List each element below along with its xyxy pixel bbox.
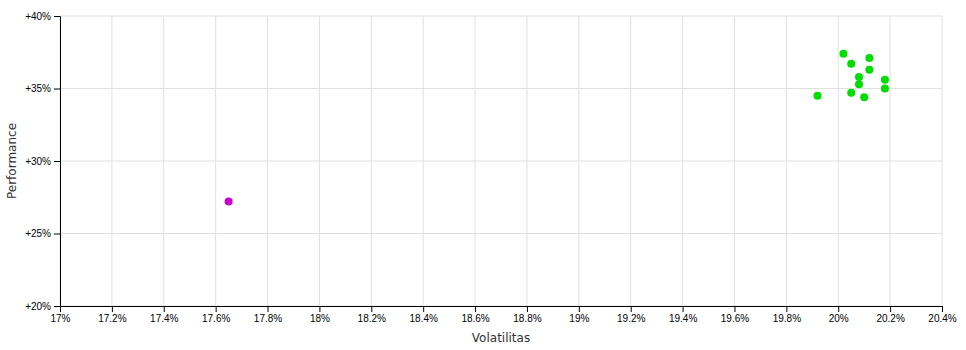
tick-label: 20% [829, 313, 849, 324]
grid [60, 16, 942, 306]
tick: 19.8% [773, 306, 801, 324]
point [225, 198, 233, 206]
point [860, 93, 868, 101]
point [865, 66, 873, 74]
tick: +20% [25, 301, 60, 312]
tick-mark [54, 234, 60, 235]
series [225, 198, 233, 206]
tick-label: 17.8% [254, 313, 282, 324]
tick-label: +20% [25, 301, 51, 312]
point [839, 50, 847, 58]
grid-line-y [60, 88, 942, 89]
tick-mark [112, 306, 113, 312]
tick: 18% [310, 306, 330, 324]
tick-label: 19.8% [773, 313, 801, 324]
tick: +30% [25, 156, 60, 167]
point [881, 76, 889, 84]
tick-mark [371, 306, 372, 312]
tick-label: +30% [25, 156, 51, 167]
tick: 17.8% [254, 306, 282, 324]
tick-mark [631, 306, 632, 312]
tick: 20% [829, 306, 849, 324]
grid-line-y [60, 161, 942, 162]
tick-mark [54, 306, 60, 307]
point [813, 92, 821, 100]
tick-label: 18.8% [513, 313, 541, 324]
point [847, 60, 855, 68]
tick-label: +25% [25, 228, 51, 239]
tick: +35% [25, 83, 60, 94]
tick-mark [527, 306, 528, 312]
tick: +40% [25, 11, 60, 22]
point [855, 80, 863, 88]
plot: 17% 17.2% 17.4% 17.6% 17.8% 18% 18.2% 18.4% 18.6… [25, 11, 957, 324]
tick-mark [54, 161, 60, 162]
tick: 19% [569, 306, 589, 324]
tick-label: 17% [50, 313, 70, 324]
tick: +25% [25, 228, 60, 239]
y-axis-title: Performance [5, 123, 19, 199]
tick-mark [579, 306, 580, 312]
tick-label: +35% [25, 83, 51, 94]
axis-line [61, 307, 943, 313]
points [225, 50, 889, 206]
tick-label: 18.4% [409, 313, 437, 324]
tick-label: 17.4% [150, 313, 178, 324]
tick-mark [164, 306, 165, 312]
grid-line-y [60, 233, 942, 234]
tick-mark [683, 306, 684, 312]
tick-label: 19% [569, 313, 589, 324]
tick: 19.4% [669, 306, 697, 324]
series [813, 50, 888, 101]
tick-label: 20.2% [876, 313, 904, 324]
grid-line-y [60, 16, 942, 17]
tick: 18.2% [358, 306, 386, 324]
tick: 18.8% [513, 306, 541, 324]
tick-mark [54, 89, 60, 90]
tick: 17% [50, 306, 70, 324]
tick-label: 17.6% [202, 313, 230, 324]
tick-mark [216, 306, 217, 312]
tick: 18.4% [409, 306, 437, 324]
tick-label: 18% [310, 313, 330, 324]
axis-line [54, 17, 61, 307]
tick-label: 19.2% [617, 313, 645, 324]
tick: 17.4% [150, 306, 178, 324]
point [855, 73, 863, 81]
tick: 17.6% [202, 306, 230, 324]
tick-mark [942, 306, 943, 312]
tick-mark [475, 306, 476, 312]
x-axis: 17% 17.2% 17.4% 17.6% 17.8% 18% 18.2% 18.4% 18.6… [50, 306, 956, 324]
tick-label: 19.4% [669, 313, 697, 324]
point [865, 54, 873, 62]
tick: 19.2% [617, 306, 645, 324]
tick-mark [786, 306, 787, 312]
tick-label: 20.4% [928, 313, 956, 324]
tick-label: 18.2% [358, 313, 386, 324]
tick-label: 19.6% [721, 313, 749, 324]
tick: 20.4% [928, 306, 956, 324]
tick-mark [838, 306, 839, 312]
chart: 17% 17.2% 17.4% 17.6% 17.8% 18% 18.2% 18.4% 18.6… [0, 0, 966, 350]
tick: 18.6% [461, 306, 489, 324]
tick-mark [54, 16, 60, 17]
tick: 19.6% [721, 306, 749, 324]
tick-label: +40% [25, 11, 51, 22]
point [847, 89, 855, 97]
x-axis-title: Volatilitas [472, 331, 530, 345]
tick-mark [734, 306, 735, 312]
tick-mark [319, 306, 320, 312]
tick-mark [890, 306, 891, 312]
y-axis: +20% +25% +30% +35% +40% [25, 11, 60, 312]
tick-mark [423, 306, 424, 312]
tick-label: 18.6% [461, 313, 489, 324]
point [881, 85, 889, 93]
tick-mark [268, 306, 269, 312]
tick-label: 17.2% [98, 313, 126, 324]
tick: 20.2% [876, 306, 904, 324]
tick: 17.2% [98, 306, 126, 324]
